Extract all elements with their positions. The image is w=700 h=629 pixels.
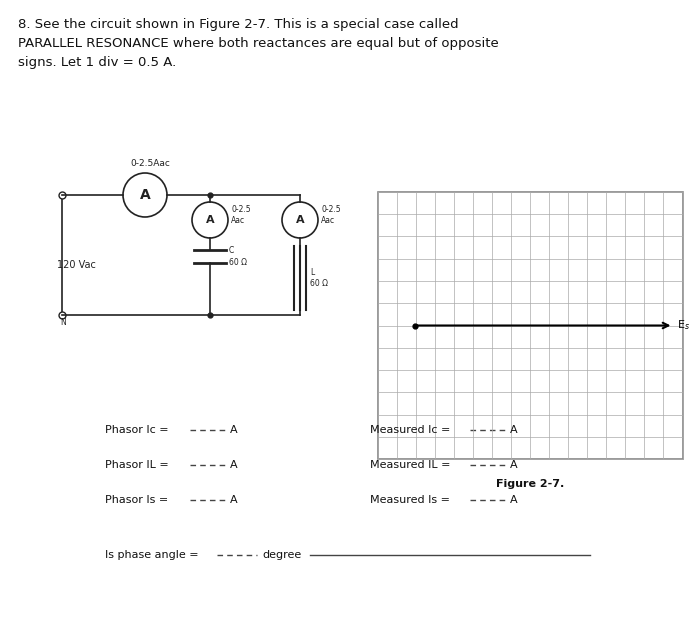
Text: Phasor IL =: Phasor IL = <box>105 460 169 470</box>
Text: L
60 Ω: L 60 Ω <box>310 268 328 288</box>
Text: 0-2.5
Aac: 0-2.5 Aac <box>231 205 251 225</box>
Text: degree: degree <box>262 550 301 560</box>
Text: Measured IL =: Measured IL = <box>370 460 451 470</box>
Text: Phasor Ic =: Phasor Ic = <box>105 425 169 435</box>
Text: A: A <box>230 425 237 435</box>
Text: Measured Ic =: Measured Ic = <box>370 425 450 435</box>
Text: A: A <box>510 460 517 470</box>
Text: A: A <box>230 495 237 505</box>
Text: C
60 Ω: C 60 Ω <box>229 247 247 267</box>
Text: A: A <box>295 215 304 225</box>
Text: Measured Is =: Measured Is = <box>370 495 450 505</box>
Bar <box>378 192 682 459</box>
Text: 120 Vac: 120 Vac <box>57 260 96 270</box>
Text: 0-2.5
Aac: 0-2.5 Aac <box>321 205 341 225</box>
Text: A: A <box>139 188 150 202</box>
Text: Phasor Is =: Phasor Is = <box>105 495 168 505</box>
Text: N: N <box>60 318 66 327</box>
Text: Figure 2-7.: Figure 2-7. <box>496 479 564 489</box>
Text: Is phase angle =: Is phase angle = <box>105 550 199 560</box>
Text: A: A <box>230 460 237 470</box>
Text: A: A <box>510 495 517 505</box>
Text: 8. See the circuit shown in Figure 2-7. This is a special case called
PARALLEL R: 8. See the circuit shown in Figure 2-7. … <box>18 18 498 69</box>
Text: A: A <box>510 425 517 435</box>
Text: E$_s$: E$_s$ <box>678 319 690 332</box>
Text: 0-2.5Aac: 0-2.5Aac <box>130 159 170 168</box>
Text: A: A <box>206 215 214 225</box>
